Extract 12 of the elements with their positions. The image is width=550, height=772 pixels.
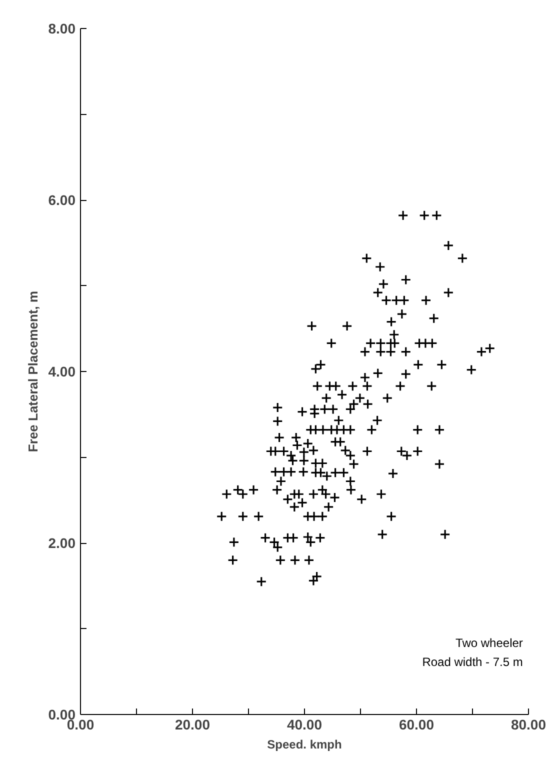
x-tick-label: 20.00 bbox=[174, 716, 210, 732]
y-tick-label: 4.00 bbox=[48, 364, 76, 380]
x-tick-label: 80.00 bbox=[510, 716, 546, 732]
x-tick-label: 60.00 bbox=[398, 716, 434, 732]
annotation: Road width - 7.5 m bbox=[422, 655, 523, 670]
y-tick-label: 6.00 bbox=[48, 192, 76, 208]
y-tick-label: 8.00 bbox=[48, 20, 76, 36]
y-axis-title: Free Lateral Placement, m bbox=[25, 290, 40, 452]
x-tick-label: 40.00 bbox=[286, 716, 322, 732]
annotation: Two wheeler bbox=[456, 636, 523, 650]
x-axis-title: Speed. kmph bbox=[267, 738, 342, 752]
y-tick-label: 2.00 bbox=[48, 535, 76, 551]
